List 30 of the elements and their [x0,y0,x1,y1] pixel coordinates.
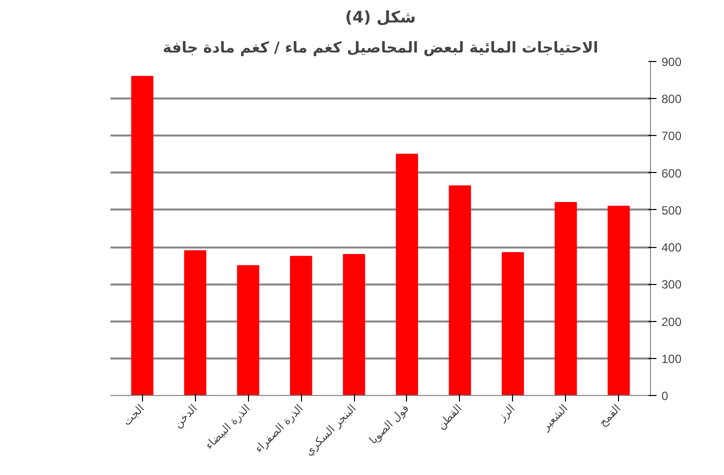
y-tick-label: 800 [662,92,682,106]
y-tick-label: 500 [662,203,682,218]
y-tick-label: 600 [662,166,682,180]
x-tick-label: الرز [494,402,518,424]
bar [184,250,206,396]
x-tick-label: فول الصويا [366,402,412,447]
y-tick-label: 200 [662,314,682,329]
bar [131,76,154,396]
x-tick-label: الجت [120,402,147,428]
x-tick-label: القطن [434,402,465,432]
chart-title: شكل (4) [345,8,416,26]
bar [448,185,471,396]
bar [342,254,366,396]
bar [502,252,524,396]
y-tick-label: 300 [662,278,682,292]
y-tick-label: 900 [662,55,682,69]
bar [554,202,577,396]
y-tick-label: 0 [662,389,668,403]
x-tick-label: الذرة البيضاء [202,402,253,452]
chart-subtitle: الاحتياجات المائية لبعض المحاصيل كغم ماء / كغم مادة جافة [162,38,598,56]
x-tick-label: القمح [596,402,624,430]
bar [237,265,260,396]
y-tick-label: 400 [662,240,682,255]
y-tick-label: 700 [662,129,682,144]
x-tick-label: الدخن [171,402,200,430]
x-tick-label: الشعير [538,402,570,434]
bar [608,206,630,396]
y-tick-label: 100 [662,352,682,366]
bar [290,256,312,396]
bar [396,154,418,396]
